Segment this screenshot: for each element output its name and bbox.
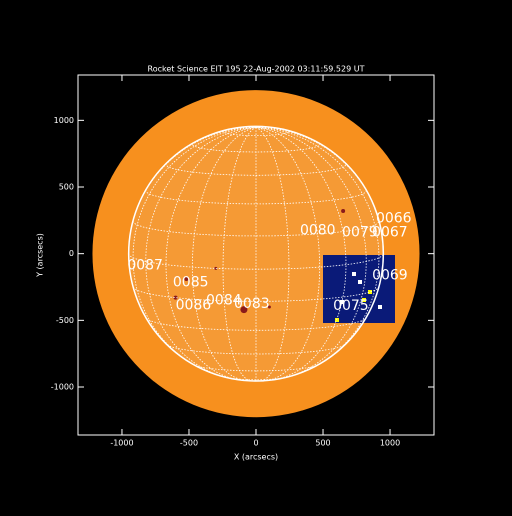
- chart-title: Rocket Science EIT 195 22-Aug-2002 03:11…: [148, 65, 365, 74]
- grid-line: [128, 253, 384, 270]
- y-tick-label: -500: [56, 316, 74, 325]
- grid-line: [165, 126, 257, 380]
- x-tick-label: 1000: [380, 439, 400, 448]
- sunspot: [240, 306, 248, 314]
- grid-line: [255, 126, 290, 382]
- x-tick-label: 500: [315, 439, 330, 448]
- sunspot: [341, 209, 346, 213]
- inset-feature: [362, 298, 366, 302]
- inset-feature: [335, 318, 339, 322]
- grid-line: [222, 126, 257, 382]
- grid-line: [255, 126, 347, 380]
- grid-line: [166, 344, 346, 355]
- inset-feature: [368, 290, 372, 294]
- region-label: 0066: [376, 211, 412, 227]
- grid-line: [255, 126, 321, 381]
- grid-line: [191, 142, 321, 153]
- grid-line: [255, 126, 380, 369]
- region-label: 0087: [127, 258, 163, 274]
- region-label: 0069: [372, 268, 408, 284]
- y-tick-label: 500: [59, 183, 74, 192]
- grid-line: [255, 126, 367, 379]
- grid-line: [191, 126, 257, 381]
- grid-line: [132, 220, 380, 237]
- sunspot: [267, 305, 271, 309]
- region-label: 0083: [234, 296, 270, 312]
- grid-line: [145, 126, 257, 379]
- y-tick-label: 0: [69, 249, 74, 258]
- sunspot: [173, 295, 178, 300]
- y-tick-label: -1000: [51, 383, 74, 392]
- grid-line: [194, 364, 318, 372]
- sunspot: [214, 266, 218, 270]
- inset-feature: [378, 305, 382, 309]
- region-label: 0079: [342, 225, 378, 241]
- limb: [127, 125, 385, 382]
- grid-line: [132, 126, 257, 369]
- y-axis-label: Y (arcsecs): [36, 233, 45, 278]
- x-tick-label: -500: [180, 439, 198, 448]
- region-label: 0086: [176, 298, 212, 314]
- region-label: 0080: [300, 223, 336, 239]
- inset-feature: [358, 280, 362, 284]
- inset-feature: [352, 272, 356, 276]
- region-label: 0084: [206, 293, 242, 309]
- sunspot: [184, 277, 189, 281]
- y-tick-label: 1000: [54, 116, 74, 125]
- x-tick-label: -1000: [110, 439, 133, 448]
- region-label: 0067: [372, 225, 408, 241]
- grid-line: [145, 189, 367, 205]
- grid-line: [146, 317, 366, 331]
- region-label: 0075: [333, 298, 369, 314]
- grid-line: [222, 129, 290, 136]
- x-tick-label: 0: [253, 439, 258, 448]
- x-axis-label: X (arcsecs): [234, 453, 278, 462]
- grid-line: [165, 162, 347, 176]
- region-label: 0085: [173, 275, 209, 291]
